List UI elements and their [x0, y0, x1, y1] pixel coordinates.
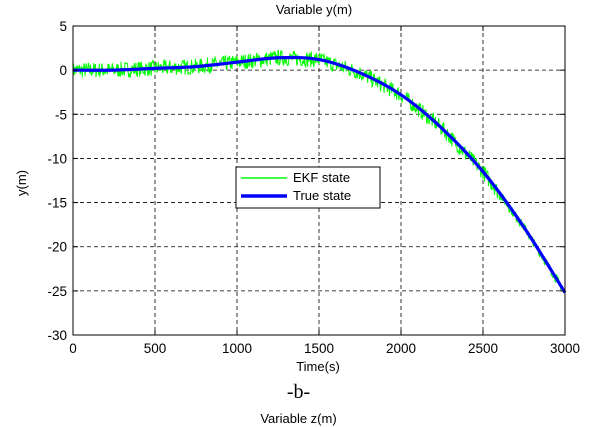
panel-label: -b- [286, 381, 311, 403]
x-axis-label: Time(s) [296, 359, 340, 374]
legend: EKF state True state [235, 166, 381, 209]
x-tick-label: 1000 [222, 341, 252, 356]
chart-title: Variable y(m) [276, 2, 352, 17]
tick-marks [72, 25, 566, 336]
y-tick-labels: 5 0 -5 -10 -15 -20 -25 -30 [47, 19, 67, 343]
y-tick-label: -20 [47, 240, 67, 255]
y-axis-label: y(m) [14, 170, 29, 196]
y-tick-label: 5 [59, 19, 67, 34]
y-tick-label: -30 [47, 328, 67, 343]
series-layer [72, 50, 567, 294]
y-tick-label: -25 [47, 284, 67, 299]
legend-label-ekf-state: EKF state [293, 170, 350, 185]
x-tick-labels: 0 500 1000 1500 2000 2500 3000 [69, 341, 580, 356]
legend-box [235, 166, 381, 209]
y-tick-label: 0 [59, 63, 67, 78]
next-chart-title: Variable z(m) [260, 411, 337, 426]
series-line-true-state [72, 55, 567, 294]
x-tick-label: 0 [69, 341, 77, 356]
x-tick-label: 2500 [468, 341, 498, 356]
series-line-ekf-state [72, 50, 566, 294]
y-tick-label: -15 [47, 196, 67, 211]
x-tick-label: 1500 [304, 341, 334, 356]
y-tick-label: -5 [55, 107, 67, 122]
x-tick-label: 3000 [550, 341, 580, 356]
legend-label-true-state: True state [293, 188, 351, 203]
x-tick-label: 500 [144, 341, 167, 356]
x-tick-label: 2000 [386, 341, 416, 356]
y-tick-label: -10 [47, 151, 67, 166]
